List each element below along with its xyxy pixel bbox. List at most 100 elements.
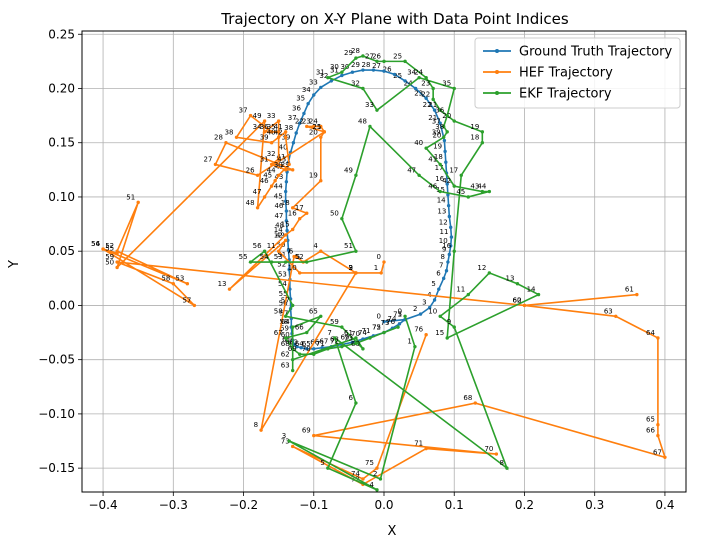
data-point (466, 195, 470, 199)
point-index-label: 62 (513, 296, 522, 304)
point-index-label: 18 (470, 134, 479, 142)
data-point (438, 314, 442, 318)
data-point (522, 303, 527, 308)
data-point (326, 75, 330, 80)
data-point (255, 173, 260, 177)
point-index-label: 55 (105, 244, 114, 252)
data-point (283, 199, 288, 203)
point-index-label: 8 (499, 459, 503, 467)
point-index-label: 57 (281, 296, 290, 304)
data-point (276, 173, 281, 177)
point-index-label: 6 (436, 269, 441, 277)
point-index-label: 12 (477, 264, 486, 272)
data-point (445, 336, 449, 340)
data-point (305, 330, 309, 335)
point-index-label: 67 (274, 329, 283, 337)
point-index-label: 39 (432, 128, 441, 136)
point-index-label: 3 (348, 264, 352, 272)
point-index-label: 16 (442, 242, 451, 250)
data-point (286, 248, 291, 252)
point-index-label: 0 (377, 253, 381, 261)
data-point (375, 108, 379, 112)
point-index-label: 28 (214, 134, 223, 142)
point-index-label: 25 (393, 72, 402, 80)
point-index-label: 33 (365, 101, 374, 109)
point-index-label: 28 (362, 61, 371, 69)
point-index-label: 51 (126, 193, 135, 201)
data-point (283, 168, 288, 172)
point-index-label: 47 (253, 188, 262, 196)
point-index-label: 36 (435, 107, 444, 115)
data-point (432, 108, 437, 112)
data-point (437, 287, 441, 291)
data-point (505, 466, 509, 470)
point-index-label: 14 (527, 286, 536, 294)
data-point (283, 260, 288, 264)
data-point (354, 271, 358, 275)
data-point (424, 75, 428, 80)
data-point (487, 271, 492, 275)
point-index-label: 28 (351, 47, 360, 55)
point-index-label: 1 (374, 264, 378, 272)
data-point (319, 135, 323, 140)
point-index-label: 37 (432, 117, 441, 125)
data-point (284, 180, 289, 184)
data-point (290, 168, 295, 172)
point-index-label: 58 (279, 318, 288, 326)
point-index-label: 37 (288, 114, 297, 122)
data-point (302, 111, 306, 116)
data-point (298, 121, 302, 125)
point-index-label: 10 (428, 307, 437, 315)
data-point (101, 247, 105, 251)
point-index-label: 49 (276, 231, 285, 239)
data-point (185, 282, 190, 286)
y-axis-label: Y (7, 260, 22, 269)
point-index-label: 59 (105, 253, 114, 261)
point-index-label: 13 (437, 207, 446, 215)
point-index-label: 20 (432, 132, 441, 140)
point-index-label: 40 (267, 128, 276, 136)
data-point (269, 260, 274, 264)
point-index-label: 6 (289, 248, 294, 256)
grid-lines (82, 31, 686, 492)
point-index-label: 61 (344, 329, 353, 337)
point-index-label: 5 (431, 280, 435, 288)
point-index-label: 32 (267, 150, 276, 158)
point-index-label: 67 (653, 448, 662, 456)
series-0: 0 123456789101112131415161718192021222324… (274, 61, 454, 351)
data-point (515, 282, 520, 286)
data-point (403, 59, 407, 64)
data-point (283, 233, 288, 237)
point-index-label: 53 (274, 253, 283, 261)
chart-title: Trajectory on X-Y Plane with Data Point … (220, 10, 569, 28)
data-point (438, 108, 442, 112)
data-point (259, 428, 263, 432)
point-index-label: 69 (340, 333, 349, 341)
data-point (350, 70, 355, 74)
data-point (368, 336, 372, 340)
point-index-label: 42 (442, 177, 451, 185)
data-point (656, 433, 660, 438)
data-point (312, 124, 316, 129)
point-index-label: 5 (320, 459, 324, 467)
point-index-label: 44 (274, 183, 283, 191)
data-point (494, 452, 499, 456)
point-index-label: 29 (281, 161, 290, 169)
point-index-label: 17 (449, 166, 458, 174)
data-point (340, 73, 344, 78)
data-point (431, 86, 435, 91)
data-point (312, 93, 316, 97)
point-index-label: 15 (436, 186, 445, 194)
data-point (379, 271, 383, 275)
point-index-label: 21 (312, 123, 321, 131)
data-point (446, 260, 450, 264)
point-index-label: 55 (279, 290, 288, 298)
point-index-label: 15 (281, 221, 290, 229)
point-index-label: 3 (422, 299, 426, 307)
point-index-label: 20 (309, 128, 318, 136)
point-index-label: 34 (407, 69, 416, 77)
point-index-label: 11 (440, 228, 449, 236)
data-point (449, 225, 453, 230)
point-index-label: 53 (278, 270, 287, 278)
point-index-label: 22 (295, 117, 304, 125)
